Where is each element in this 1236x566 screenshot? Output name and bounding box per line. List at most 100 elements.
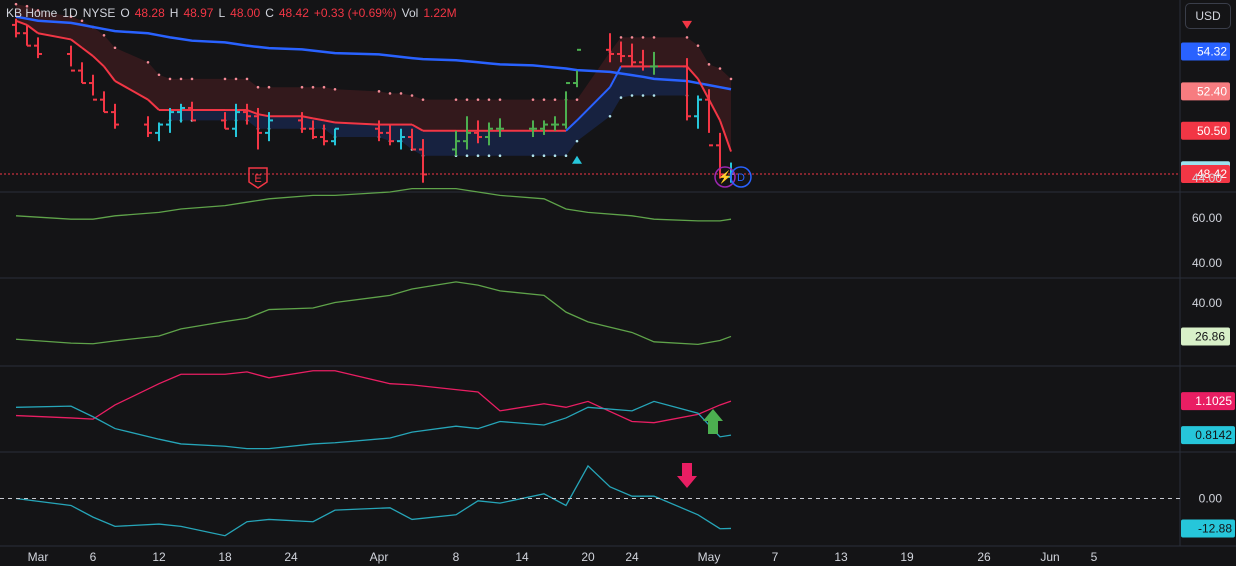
channel-mid-segment	[719, 120, 732, 152]
time-axis-label: Mar	[28, 550, 49, 564]
dividend-icon[interactable]	[730, 166, 752, 188]
upper-band-dot	[168, 77, 172, 81]
close-label: C	[265, 6, 274, 20]
upper-band-dot	[421, 98, 425, 101]
channel-mid-segment	[81, 46, 94, 57]
time-axis-label: 18	[218, 550, 232, 564]
value-label-box	[1181, 426, 1235, 445]
time-axis-label: 20	[581, 550, 595, 564]
upper-band-dot	[388, 92, 392, 95]
value-label-box	[1181, 519, 1235, 538]
upper-band-dot	[245, 77, 249, 81]
channel-mid-segment	[708, 99, 721, 121]
price-label: 54.32	[1197, 44, 1227, 58]
channel-mid-segment	[37, 32, 72, 41]
triangle-down-icon	[682, 20, 692, 29]
upper-band-dot	[113, 46, 117, 50]
upper-band-dot	[465, 98, 469, 101]
channel-mid-segment	[257, 113, 270, 118]
earnings-label: E	[254, 173, 261, 185]
currency-button[interactable]: USD	[1185, 3, 1231, 29]
lower-band-dot	[564, 154, 568, 158]
lower-band-dot	[553, 154, 557, 158]
price-axis-tick: 44.00	[1192, 171, 1222, 185]
high-label: H	[169, 6, 179, 20]
time-axis-label: May	[698, 550, 721, 564]
upper-band-dot	[322, 85, 326, 89]
time-axis-label: Jun	[1040, 550, 1059, 564]
channel-mid-segment	[565, 119, 578, 132]
lower-band-dot	[531, 154, 535, 158]
value-label: 1.1025	[1195, 394, 1232, 408]
value-label: -12.88	[1198, 521, 1232, 535]
axis-tick: 0.00	[1199, 492, 1223, 506]
flash-icon[interactable]	[714, 166, 736, 188]
lower-band-dot	[487, 154, 491, 158]
axis-tick: 40.00	[1192, 256, 1222, 270]
volume-label: Vol	[401, 6, 419, 20]
lower-band-dot	[608, 114, 612, 118]
price-label-box	[1181, 164, 1230, 183]
symbol-name[interactable]: KB Home	[6, 6, 58, 20]
upper-band-dot	[498, 98, 502, 101]
upper-band-dot	[25, 4, 29, 8]
upper-band-dot	[69, 15, 73, 18]
upper-band-dot	[410, 94, 414, 97]
series-line-2-0	[15, 281, 732, 346]
upper-band-dot	[80, 19, 84, 23]
upper-band-dot	[256, 85, 260, 89]
open-label: O	[120, 6, 130, 20]
lower-band-dot	[476, 154, 480, 158]
channel-mid-segment	[92, 55, 105, 68]
upper-band-dot	[36, 9, 40, 12]
channel-mid-segment	[15, 19, 28, 26]
lower-band-dot	[465, 154, 469, 158]
upper-band-fill	[16, 4, 731, 152]
upper-band-dot	[696, 44, 700, 47]
channel-mid-segment	[411, 123, 424, 132]
dividend-label: D	[737, 172, 745, 184]
price-label: 50.50	[1197, 124, 1227, 138]
time-axis-label: 8	[453, 550, 460, 564]
interval[interactable]: 1D	[62, 6, 78, 20]
time-axis-label: 19	[900, 550, 914, 564]
time-axis-label: 26	[977, 550, 991, 564]
channel-mid-segment	[686, 65, 699, 80]
channel-mid-segment	[312, 117, 325, 122]
time-axis-label: 24	[284, 550, 298, 564]
lower-band-dot	[575, 139, 579, 143]
upper-band-dot	[630, 36, 634, 39]
upper-band-dot	[300, 85, 304, 89]
triangle-up-icon	[572, 155, 582, 164]
arrow-down-icon	[677, 463, 697, 488]
channel-mid-segment	[609, 65, 622, 88]
time-axis-label: 7	[772, 550, 779, 564]
lower-band-fill	[170, 66, 687, 156]
upper-band-dot	[179, 77, 183, 81]
channel-mid-segment	[114, 80, 149, 101]
volume-value: 1.22M	[423, 6, 457, 20]
chart-header: KB Home 1D NYSE O 48.28 H 48.97 L 48.00 C 48.42 +0.…	[6, 6, 462, 20]
price-label: 48.42	[1197, 167, 1227, 181]
channel-mid-segment	[246, 109, 259, 116]
upper-band-dot	[641, 36, 645, 39]
value-label: 0.8142	[1195, 428, 1232, 442]
lower-band-dot	[498, 154, 502, 158]
upper-band-dot	[619, 36, 623, 39]
upper-band-dot	[102, 33, 106, 37]
earnings-icon[interactable]	[248, 167, 268, 189]
time-axis-label: 5	[1091, 550, 1098, 564]
price-label-box	[1181, 42, 1230, 61]
upper-band-dot	[531, 98, 535, 101]
upper-band-dot	[707, 63, 711, 66]
upper-band-dot	[487, 98, 491, 101]
upper-band-dot	[234, 77, 238, 81]
upper-band-dot	[729, 77, 733, 81]
low-value: 48.00	[230, 6, 261, 20]
channel-mid-segment	[323, 119, 336, 124]
channel-mid-segment	[70, 38, 83, 49]
close-value: 48.42	[278, 6, 309, 20]
channel-mid-segment	[147, 98, 160, 111]
time-axis-label: Apr	[370, 550, 389, 564]
